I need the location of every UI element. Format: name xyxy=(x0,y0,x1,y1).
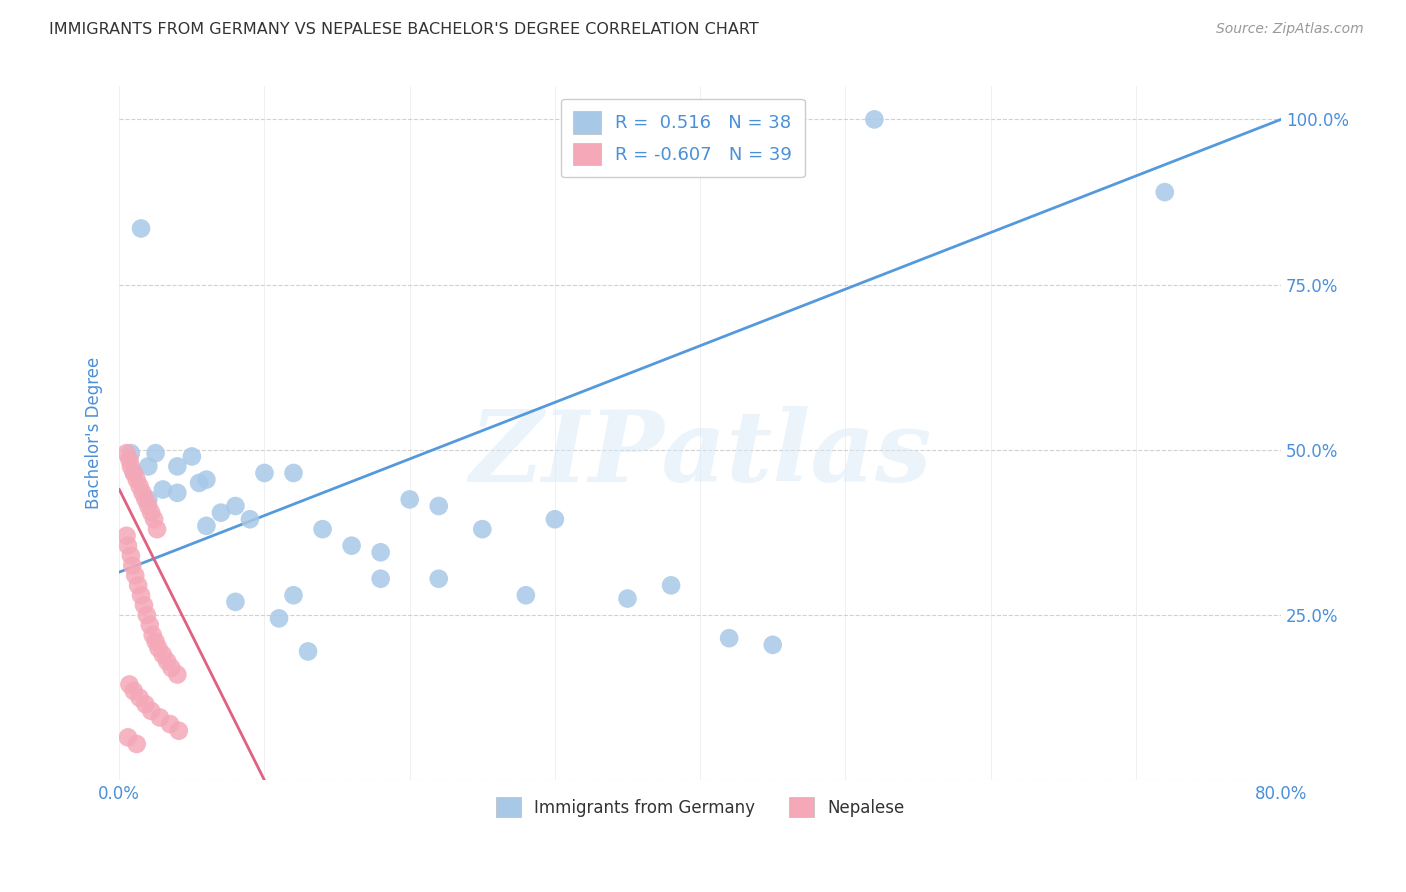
Point xyxy=(195,519,218,533)
Point xyxy=(145,446,167,460)
Point xyxy=(283,466,305,480)
Point xyxy=(121,558,143,573)
Point xyxy=(132,598,155,612)
Point xyxy=(427,572,450,586)
Y-axis label: Bachelor's Degree: Bachelor's Degree xyxy=(86,357,103,509)
Point xyxy=(195,473,218,487)
Point xyxy=(267,611,290,625)
Point xyxy=(148,641,170,656)
Point xyxy=(139,618,162,632)
Point xyxy=(141,506,163,520)
Point xyxy=(398,492,420,507)
Point xyxy=(115,529,138,543)
Text: IMMIGRANTS FROM GERMANY VS NEPALESE BACHELOR'S DEGREE CORRELATION CHART: IMMIGRANTS FROM GERMANY VS NEPALESE BACH… xyxy=(49,22,759,37)
Point xyxy=(118,452,141,467)
Point xyxy=(142,628,165,642)
Point xyxy=(125,737,148,751)
Point xyxy=(167,723,190,738)
Point xyxy=(188,475,211,490)
Point xyxy=(166,667,188,681)
Point xyxy=(616,591,638,606)
Point xyxy=(159,717,181,731)
Point xyxy=(166,485,188,500)
Point xyxy=(156,654,179,668)
Point xyxy=(149,710,172,724)
Point xyxy=(1153,185,1175,199)
Point xyxy=(129,588,152,602)
Point xyxy=(209,506,232,520)
Text: Source: ZipAtlas.com: Source: ZipAtlas.com xyxy=(1216,22,1364,37)
Point xyxy=(152,483,174,497)
Point xyxy=(118,677,141,691)
Point xyxy=(125,473,148,487)
Point xyxy=(253,466,276,480)
Point xyxy=(136,459,159,474)
Point xyxy=(152,648,174,662)
Point xyxy=(146,522,169,536)
Point xyxy=(122,684,145,698)
Point xyxy=(160,661,183,675)
Point xyxy=(143,512,166,526)
Point xyxy=(471,522,494,536)
Point xyxy=(863,112,886,127)
Point xyxy=(141,704,163,718)
Point xyxy=(122,466,145,480)
Point xyxy=(136,499,159,513)
Point xyxy=(180,450,202,464)
Point xyxy=(239,512,262,526)
Point xyxy=(145,634,167,648)
Point xyxy=(544,512,567,526)
Point xyxy=(120,459,142,474)
Point xyxy=(129,221,152,235)
Point xyxy=(122,466,145,480)
Point xyxy=(117,731,139,745)
Point xyxy=(117,539,139,553)
Point xyxy=(659,578,682,592)
Point xyxy=(120,446,142,460)
Point xyxy=(762,638,785,652)
Point xyxy=(128,690,150,705)
Point xyxy=(115,446,138,460)
Point xyxy=(128,479,150,493)
Point xyxy=(283,588,305,602)
Point xyxy=(124,568,146,582)
Point xyxy=(297,644,319,658)
Point xyxy=(224,499,246,513)
Point xyxy=(427,499,450,513)
Point xyxy=(166,459,188,474)
Point xyxy=(224,595,246,609)
Point xyxy=(340,539,363,553)
Point xyxy=(127,578,149,592)
Legend: Immigrants from Germany, Nepalese: Immigrants from Germany, Nepalese xyxy=(489,790,911,824)
Point xyxy=(515,588,537,602)
Point xyxy=(718,631,741,645)
Point xyxy=(120,549,142,563)
Point xyxy=(370,545,392,559)
Text: ZIPatlas: ZIPatlas xyxy=(470,406,931,502)
Point xyxy=(134,698,156,712)
Point xyxy=(311,522,333,536)
Point xyxy=(136,492,159,507)
Point xyxy=(131,485,153,500)
Point xyxy=(134,492,156,507)
Point xyxy=(135,608,157,623)
Point xyxy=(370,572,392,586)
